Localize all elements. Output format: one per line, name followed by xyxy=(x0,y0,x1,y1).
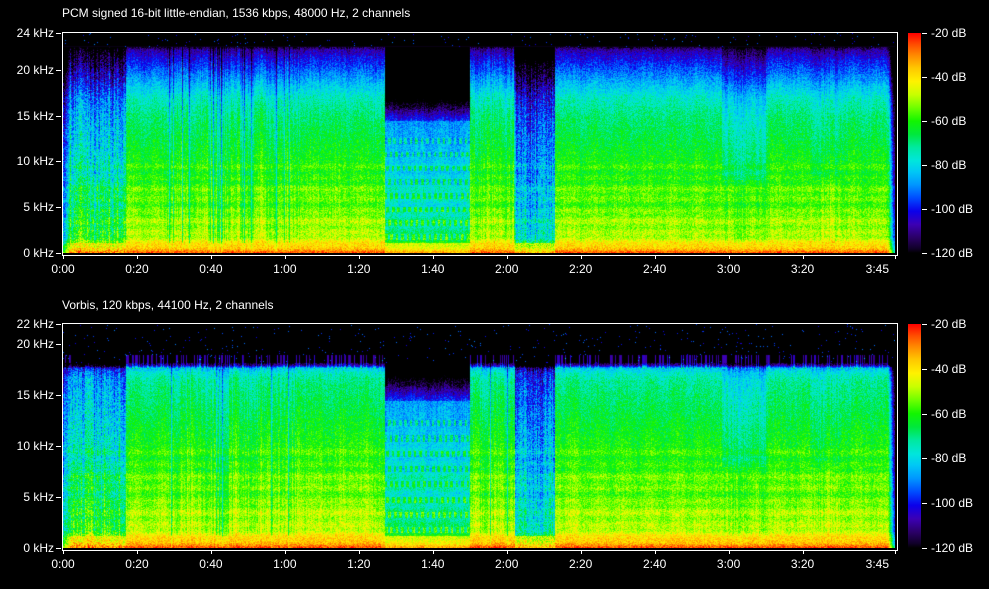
db-tick xyxy=(922,121,927,122)
time-tick-label: 3:20 xyxy=(790,262,815,276)
freq-tick xyxy=(56,395,61,397)
time-tick-label: 0:20 xyxy=(125,557,149,571)
db-tick xyxy=(922,413,927,415)
db-tick xyxy=(922,165,927,166)
db-colorbar xyxy=(908,33,921,253)
freq-tick xyxy=(56,497,61,499)
db-tick xyxy=(922,209,927,210)
time-tick-label: 2:20 xyxy=(569,262,593,276)
spectrogram-canvas xyxy=(63,33,895,253)
freq-tick-label: 15 kHz xyxy=(16,108,54,123)
db-tick-label: -120 dB xyxy=(931,246,974,260)
spectrogram-panel-pcm: PCM signed 16-bit little-endian, 1536 kb… xyxy=(0,0,989,292)
freq-tick-label: 15 kHz xyxy=(16,388,54,403)
db-tick xyxy=(922,503,927,505)
time-tick-label: 0:40 xyxy=(199,262,223,276)
freq-tick-label: 0 kHz xyxy=(23,246,54,260)
freq-tick xyxy=(56,33,61,34)
time-tick-label: 2:20 xyxy=(569,557,593,571)
freq-tick-label: 5 kHz xyxy=(23,200,54,215)
time-tick-label: 1:00 xyxy=(273,262,297,276)
db-tick xyxy=(922,77,927,78)
freq-tick xyxy=(56,115,61,117)
time-tick-label: 2:40 xyxy=(642,262,667,276)
db-tick xyxy=(922,253,927,254)
time-tick-label: 0:00 xyxy=(51,557,75,571)
freq-tick-label: 10 kHz xyxy=(16,154,54,169)
spectrogram-panel-vorbis: Vorbis, 120 kbps, 44100 Hz, 2 channels 2… xyxy=(0,292,989,589)
spectrogram-canvas xyxy=(63,324,895,548)
db-tick-label: -100 dB xyxy=(931,202,974,216)
spectrogram-plot xyxy=(62,323,898,551)
db-tick-label: -80 dB xyxy=(931,451,967,466)
time-tick-label: 3:45 xyxy=(865,557,889,571)
time-tick-label: 1:40 xyxy=(421,557,445,571)
time-tick-label: 3:20 xyxy=(790,557,815,571)
time-tick-label: 1:20 xyxy=(347,262,371,276)
freq-tick xyxy=(56,69,61,71)
freq-tick xyxy=(56,446,61,448)
time-tick-label: 1:40 xyxy=(421,262,445,276)
time-tick-label: 2:00 xyxy=(495,262,519,276)
db-colorbar xyxy=(908,324,921,548)
freq-tick xyxy=(56,548,61,549)
freq-tick xyxy=(56,324,61,325)
db-tick-label: -60 dB xyxy=(931,114,967,128)
time-tick-label: 3:00 xyxy=(716,262,741,276)
freq-tick-label: 22 kHz xyxy=(16,317,54,331)
freq-tick-label: 0 kHz xyxy=(23,541,54,555)
time-tick-label: 3:45 xyxy=(865,262,889,276)
chart-title: PCM signed 16-bit little-endian, 1536 kb… xyxy=(62,6,411,20)
freq-tick-label: 20 kHz xyxy=(16,62,54,77)
db-tick-label: -120 dB xyxy=(931,541,974,555)
db-tick-label: -40 dB xyxy=(931,361,967,376)
db-tick xyxy=(922,458,927,460)
time-tick-label: 0:40 xyxy=(199,557,223,571)
db-tick-label: -40 dB xyxy=(931,70,967,84)
freq-tick xyxy=(56,207,61,209)
db-tick-label: -20 dB xyxy=(931,317,967,331)
time-tick-label: 0:00 xyxy=(51,262,75,276)
db-tick-label: -20 dB xyxy=(931,26,967,40)
db-tick xyxy=(922,324,927,325)
db-tick xyxy=(922,33,927,34)
freq-tick xyxy=(56,161,61,163)
time-tick-label: 1:20 xyxy=(347,557,371,571)
freq-tick-label: 24 kHz xyxy=(16,26,54,40)
chart-title: Vorbis, 120 kbps, 44100 Hz, 2 channels xyxy=(62,298,274,312)
time-tick-label: 3:00 xyxy=(716,557,741,571)
db-tick-label: -60 dB xyxy=(931,406,967,421)
time-tick-label: 2:00 xyxy=(495,557,519,571)
freq-tick-label: 20 kHz xyxy=(16,337,54,352)
spectrogram-plot xyxy=(62,32,898,256)
time-tick-label: 0:20 xyxy=(125,262,149,276)
time-tick-label: 1:00 xyxy=(273,557,297,571)
db-tick-label: -100 dB xyxy=(931,496,974,511)
db-tick xyxy=(922,548,927,549)
db-tick xyxy=(922,368,927,370)
db-tick-label: -80 dB xyxy=(931,158,967,172)
freq-tick-label: 5 kHz xyxy=(23,490,54,505)
freq-tick-label: 10 kHz xyxy=(16,439,54,454)
freq-tick xyxy=(56,253,61,254)
time-tick-label: 2:40 xyxy=(642,557,667,571)
freq-tick xyxy=(56,344,61,346)
